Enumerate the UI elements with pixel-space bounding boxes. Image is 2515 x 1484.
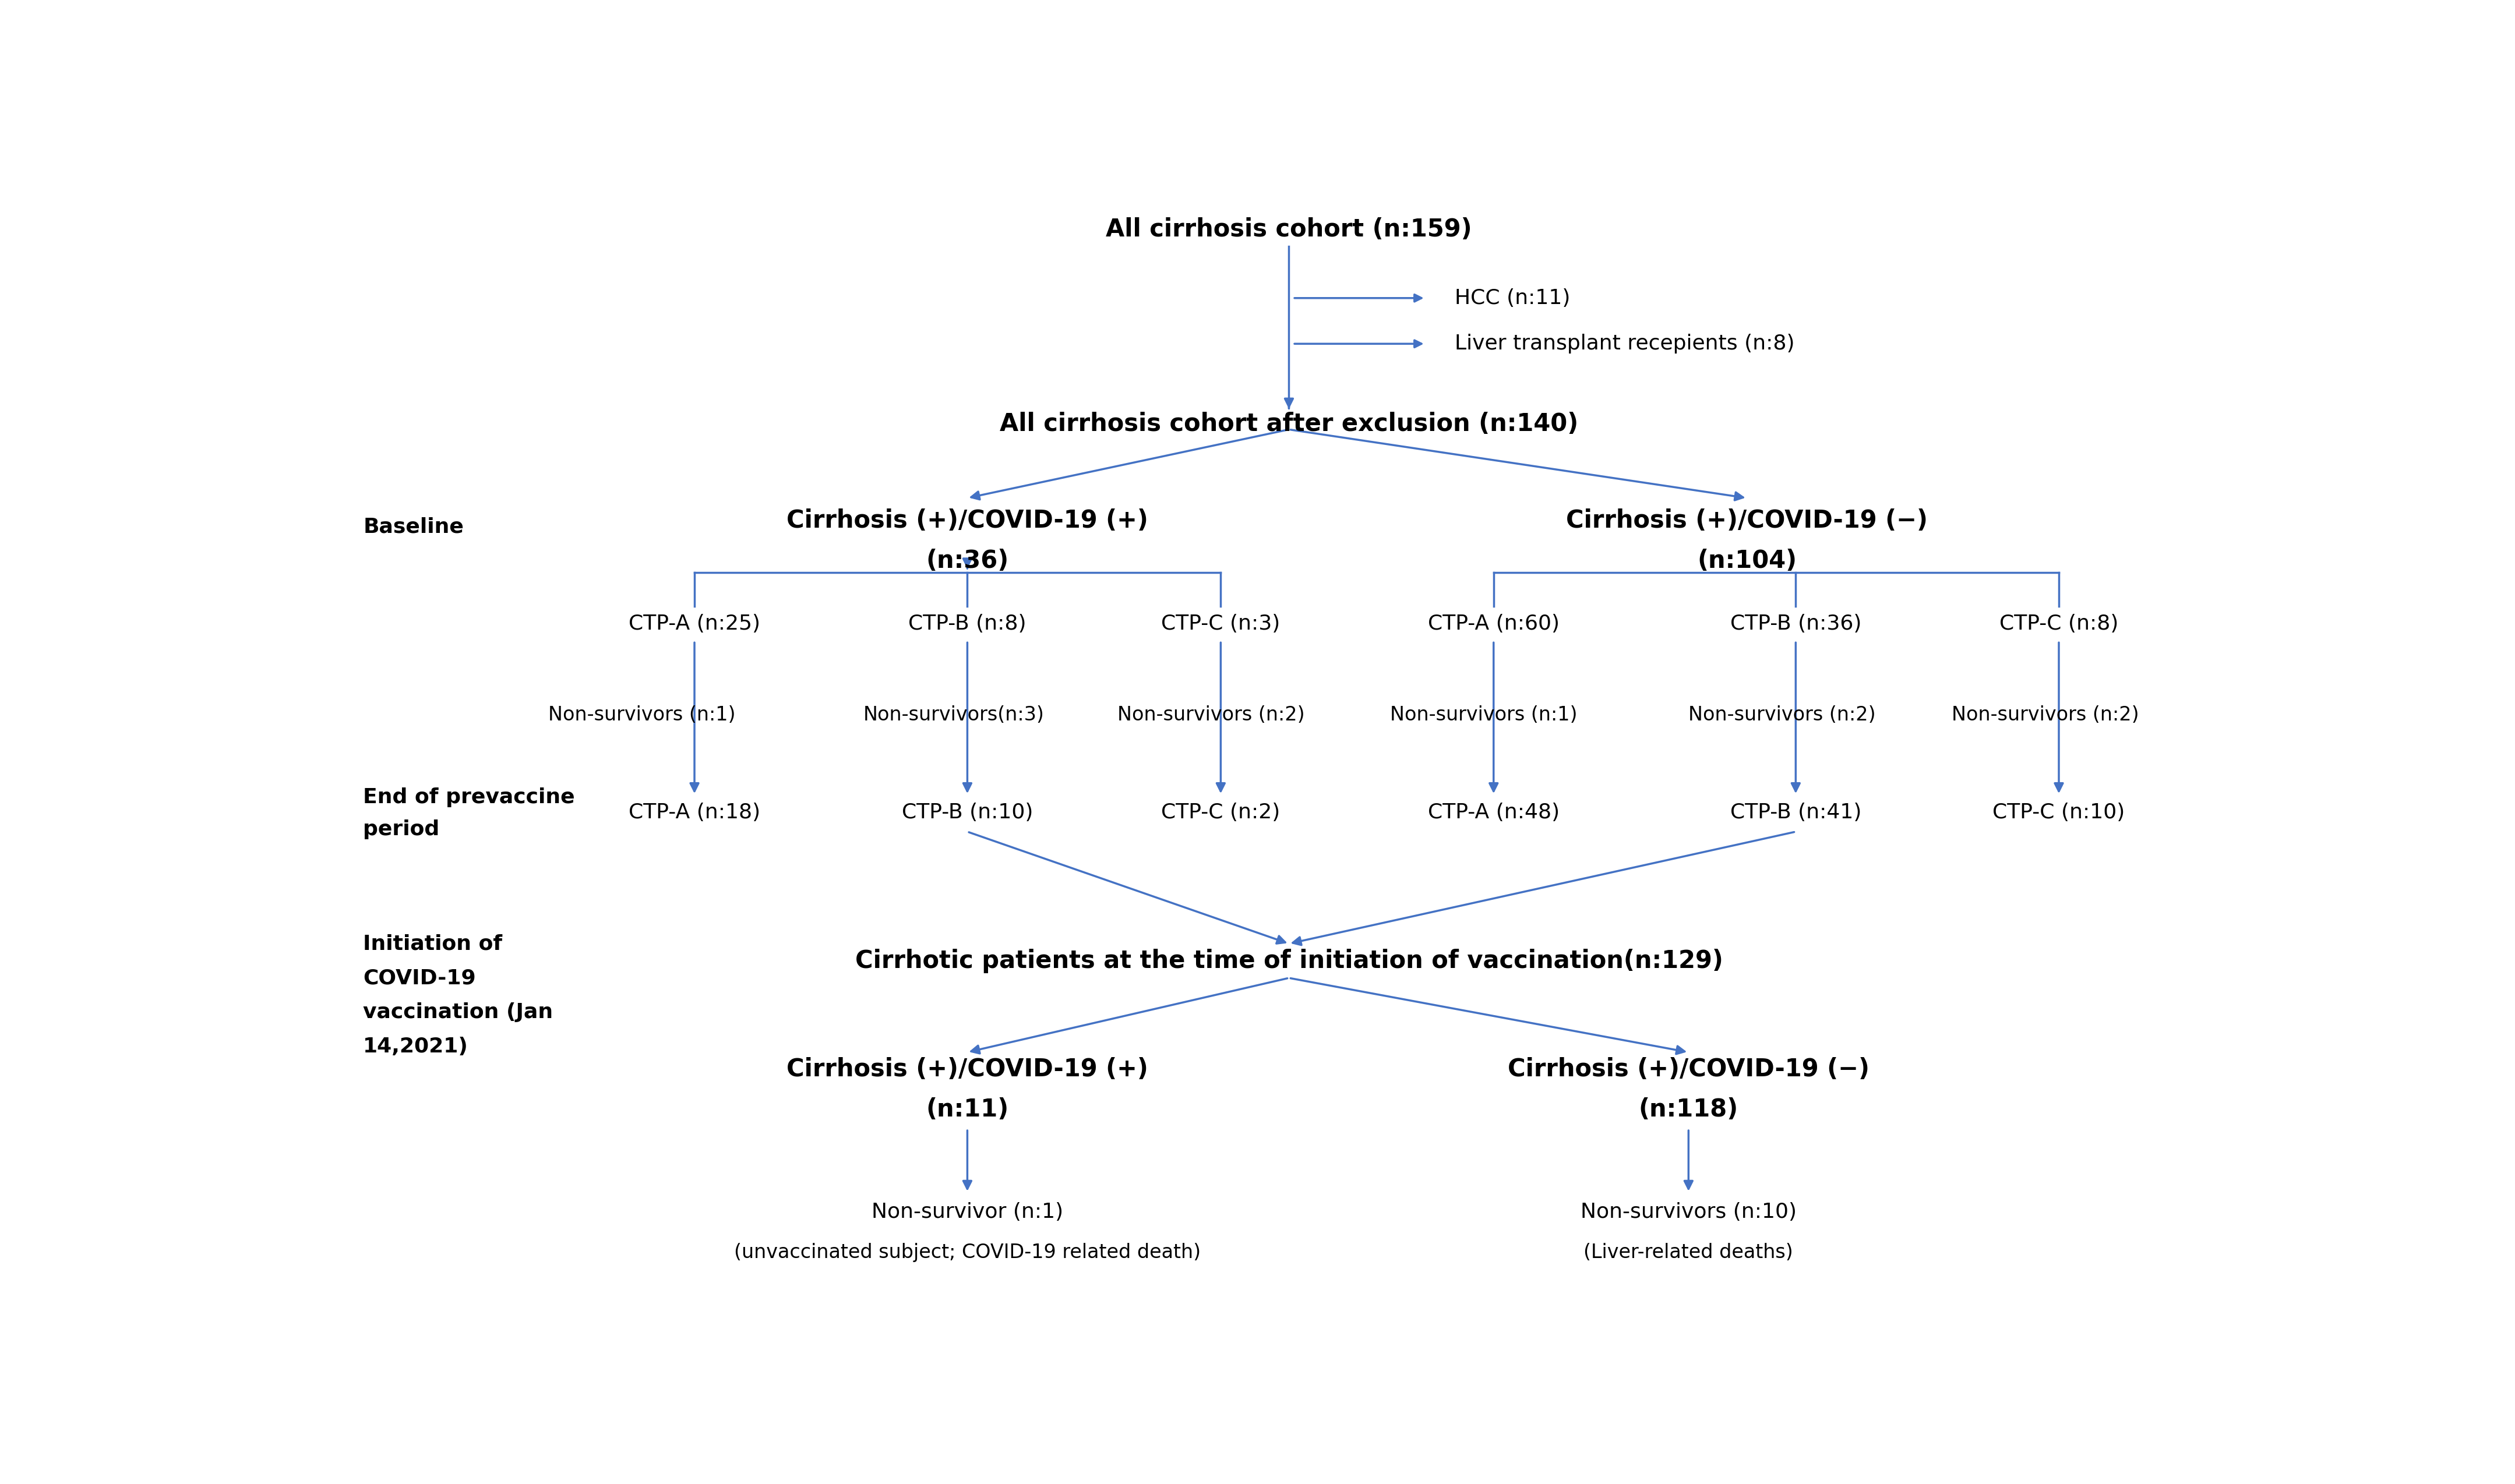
Text: All cirrhosis cohort (n:159): All cirrhosis cohort (n:159) [1107,217,1471,242]
Text: CTP-C (n:2): CTP-C (n:2) [1162,803,1280,822]
Text: (n:36): (n:36) [926,549,1009,573]
Text: CTP-C (n:3): CTP-C (n:3) [1162,614,1280,634]
Text: period: period [362,819,440,840]
Text: Cirrhosis (+)/COVID-19 (+): Cirrhosis (+)/COVID-19 (+) [787,1057,1149,1082]
Text: 14,2021): 14,2021) [362,1037,468,1057]
Text: (unvaccinated subject; COVID-19 related death): (unvaccinated subject; COVID-19 related … [734,1242,1200,1261]
Text: Non-survivors (n:10): Non-survivors (n:10) [1579,1202,1796,1223]
Text: Baseline: Baseline [362,516,463,537]
Text: Non-survivors (n:2): Non-survivors (n:2) [1117,705,1305,724]
Text: Non-survivors (n:2): Non-survivors (n:2) [1688,705,1876,724]
Text: vaccination (Jan: vaccination (Jan [362,1002,553,1022]
Text: (n:118): (n:118) [1640,1097,1738,1122]
Text: CTP-C (n:10): CTP-C (n:10) [1992,803,2125,822]
Text: (n:104): (n:104) [1698,549,1796,573]
Text: CTP-A (n:18): CTP-A (n:18) [629,803,760,822]
Text: CTP-B (n:41): CTP-B (n:41) [1730,803,1861,822]
Text: Non-survivors (n:1): Non-survivors (n:1) [1391,705,1577,724]
Text: Cirrhosis (+)/COVID-19 (−): Cirrhosis (+)/COVID-19 (−) [1567,509,1929,533]
Text: Non-survivors (n:1): Non-survivors (n:1) [548,705,734,724]
Text: All cirrhosis cohort after exclusion (n:140): All cirrhosis cohort after exclusion (n:… [998,411,1579,436]
Text: Non-survivors(n:3): Non-survivors(n:3) [863,705,1044,724]
Text: HCC (n:11): HCC (n:11) [1454,288,1569,309]
Text: (Liver-related deaths): (Liver-related deaths) [1584,1242,1793,1261]
Text: Cirrhosis (+)/COVID-19 (+): Cirrhosis (+)/COVID-19 (+) [787,509,1149,533]
Text: CTP-C (n:8): CTP-C (n:8) [1999,614,2118,634]
Text: CTP-B (n:8): CTP-B (n:8) [908,614,1026,634]
Text: End of prevaccine: End of prevaccine [362,788,576,807]
Text: COVID-19: COVID-19 [362,968,475,988]
Text: CTP-A (n:25): CTP-A (n:25) [629,614,760,634]
Text: Non-survivors (n:2): Non-survivors (n:2) [1952,705,2138,724]
Text: (n:11): (n:11) [926,1097,1009,1122]
Text: CTP-A (n:48): CTP-A (n:48) [1429,803,1559,822]
Text: CTP-A (n:60): CTP-A (n:60) [1429,614,1559,634]
Text: Cirrhosis (+)/COVID-19 (−): Cirrhosis (+)/COVID-19 (−) [1506,1057,1869,1082]
Text: Cirrhotic patients at the time of initiation of vaccination(n:129): Cirrhotic patients at the time of initia… [855,948,1723,974]
Text: Liver transplant recepients (n:8): Liver transplant recepients (n:8) [1454,334,1796,353]
Text: CTP-B (n:10): CTP-B (n:10) [903,803,1034,822]
Text: Initiation of: Initiation of [362,933,503,954]
Text: CTP-B (n:36): CTP-B (n:36) [1730,614,1861,634]
Text: Non-survivor (n:1): Non-survivor (n:1) [873,1202,1064,1223]
